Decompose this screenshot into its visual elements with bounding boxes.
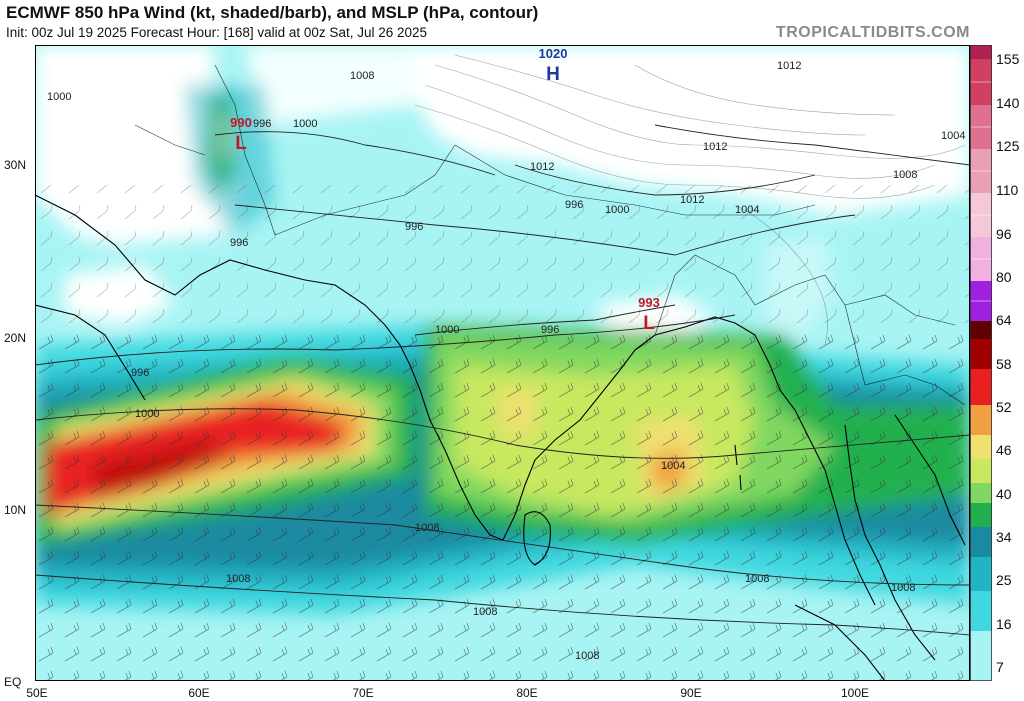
colorbar-label: 58 [996, 356, 1012, 372]
lat-label-10n: 10N [4, 503, 27, 517]
colorbar-label: 46 [996, 442, 1012, 458]
lon-label-80e: 80E [516, 686, 538, 700]
isobar-label: 996 [230, 237, 248, 249]
lat-label-eq: EQ [4, 675, 22, 689]
isobar-label: 996 [541, 324, 559, 336]
colorbar-label: 25 [996, 572, 1012, 588]
lat-label-20n: 20N [4, 331, 27, 345]
lat-label-30n: 30N [4, 158, 27, 172]
isobar-label: 1000 [435, 324, 459, 336]
isobar-label: 1012 [777, 60, 801, 72]
lon-label-100e: 100E [840, 686, 870, 700]
colorbar-label: 155 [996, 51, 1020, 67]
isobar-label: 1008 [226, 573, 250, 585]
low-value-nw: 990 [230, 115, 252, 130]
isobars [35, 124, 970, 636]
colorbar-label: 7 [996, 659, 1004, 675]
colorbar-label: 40 [996, 486, 1012, 502]
low-symbol-nw: L [235, 133, 247, 154]
isobar-label: 1012 [703, 141, 727, 153]
isobar-label: 996 [405, 221, 423, 233]
colorbar-label: 52 [996, 399, 1012, 415]
isobar-label: 1004 [661, 460, 685, 472]
wind-barbs-north [35, 185, 970, 325]
lon-label-50e: 50E [26, 686, 48, 700]
isobar-label: 1008 [893, 169, 917, 181]
isobar-label: 1004 [735, 204, 759, 216]
colorbar-label: 34 [996, 529, 1012, 545]
chart-subtitle: Init: 00z Jul 19 2025 Forecast Hour: [16… [6, 25, 428, 40]
isobar-label: 1008 [350, 70, 374, 82]
isobar-label: 1000 [293, 118, 317, 130]
isobar-labels: 1008 1012 1000 1000 996 1004 1012 1012 1… [47, 60, 965, 662]
isobar-label: 996 [253, 118, 271, 130]
wind-barbs-south [35, 325, 970, 681]
isobar-label: 1004 [941, 130, 965, 142]
low-symbol-bay: L [643, 313, 655, 334]
map-frame [35, 45, 970, 681]
colorbar-label: 16 [996, 616, 1012, 632]
lon-label-60e: 60E [188, 686, 210, 700]
political-borders [134, 64, 966, 406]
isobar-label: 1000 [135, 408, 159, 420]
high-pressure-center: 1020 H [539, 46, 568, 85]
colorbar-label: 64 [996, 312, 1012, 328]
isobar-label: 1000 [605, 204, 629, 216]
isobar-label: 1008 [415, 522, 439, 534]
colorbar-label: 140 [996, 95, 1020, 111]
lon-label-70e: 70E [352, 686, 374, 700]
colorbar-label: 96 [996, 226, 1012, 242]
isobar-label: 1008 [575, 650, 599, 662]
isobar-label: 1012 [680, 194, 704, 206]
isobar-label: 1008 [473, 606, 497, 618]
isobar-label: 1000 [47, 91, 71, 103]
high-value: 1020 [539, 46, 568, 61]
low-pressure-center-bay: 993 L [638, 295, 660, 334]
colorbar-label: 110 [996, 182, 1019, 198]
lon-label-90e: 90E [680, 686, 702, 700]
colorbar [970, 45, 992, 681]
isobar-label: 1008 [891, 582, 915, 594]
low-pressure-center-nw: 990 L [230, 115, 252, 154]
isobar-label: 1012 [530, 161, 554, 173]
isobar-label: 996 [565, 199, 583, 211]
colorbar-label: 80 [996, 269, 1012, 285]
wind-map: 1020 H 990 L 993 L 1008 1012 1000 1000 9… [35, 45, 970, 681]
isobar-label: 996 [131, 367, 149, 379]
colorbar-label: 125 [996, 138, 1020, 154]
brand-watermark: TROPICALTIDBITS.COM [775, 24, 970, 41]
high-symbol: H [546, 64, 560, 85]
low-value-bay: 993 [638, 295, 660, 310]
chart-title: ECMWF 850 hPa Wind (kt, shaded/barb), an… [6, 3, 539, 22]
isobar-label: 1008 [745, 573, 769, 585]
